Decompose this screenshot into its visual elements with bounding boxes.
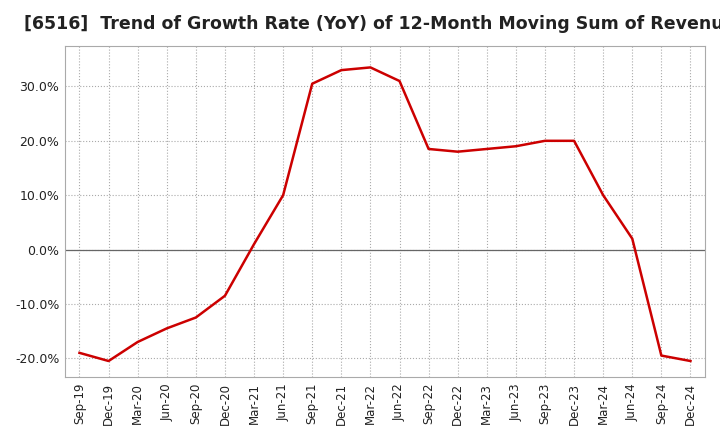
Title: [6516]  Trend of Growth Rate (YoY) of 12-Month Moving Sum of Revenues: [6516] Trend of Growth Rate (YoY) of 12-… <box>24 15 720 33</box>
